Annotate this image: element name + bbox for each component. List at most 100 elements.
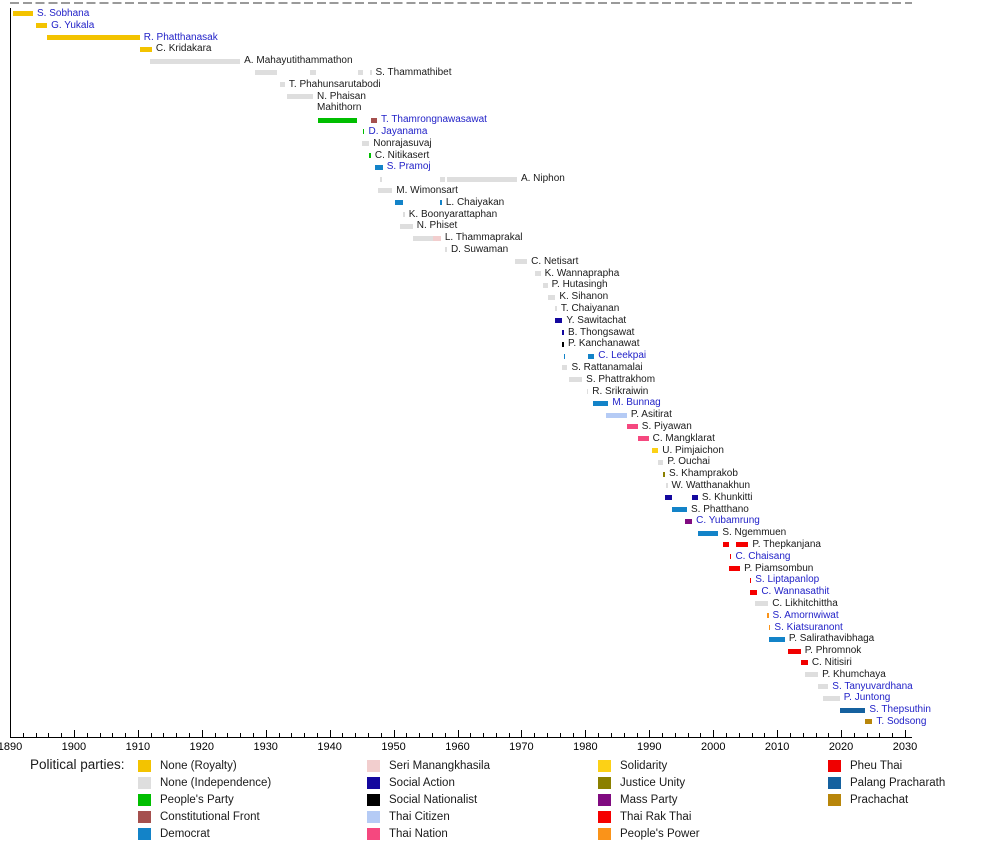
timeline-bar-segment	[318, 117, 358, 123]
person-label: N. Phiset	[416, 220, 458, 232]
legend-label: Pheu Thai	[850, 760, 903, 772]
timeline-bar-segment	[13, 11, 33, 17]
person-label[interactable]: S. Amornwiwat	[772, 609, 839, 621]
timeline-bar-segment	[586, 389, 589, 394]
person-label[interactable]: C. Chaisang	[735, 550, 791, 562]
x-axis-minor-tick	[559, 733, 561, 737]
timeline-bar-segment	[663, 471, 665, 477]
person-label[interactable]: D. Jayanama	[368, 126, 428, 137]
person-label: C. Mangklarat	[652, 432, 715, 444]
person-label[interactable]: P. Juntong	[843, 692, 891, 704]
person-label[interactable]: S. Tanyuvardhana	[832, 680, 913, 692]
legend-label: Constitutional Front	[160, 811, 260, 823]
legend-swatch-democrat	[138, 828, 151, 840]
person-label[interactable]: S. Kiatsuranont	[774, 621, 843, 633]
x-axis-minor-tick	[176, 733, 178, 737]
timeline-bar-segment	[254, 70, 278, 76]
timeline-bar-segment	[768, 625, 771, 630]
person-label[interactable]: T. Thamrongnawasawat	[380, 114, 487, 126]
person-label: M. Wimonsart	[396, 185, 458, 196]
legend-label: Thai Nation	[389, 828, 448, 840]
x-axis-tick-label: 1960	[445, 741, 470, 753]
x-axis-minor-tick	[316, 733, 318, 737]
x-axis-minor-tick	[892, 733, 894, 737]
person-label: L. Chaiyakan	[445, 196, 505, 208]
x-axis-minor-tick	[380, 733, 382, 737]
timeline-bar-segment	[800, 660, 808, 666]
x-axis-major-tick	[73, 730, 75, 737]
timeline-bar-segment	[375, 164, 383, 170]
x-axis-minor-tick	[163, 733, 165, 737]
x-axis-minor-tick	[278, 733, 280, 737]
x-axis-minor-tick	[355, 733, 357, 737]
timeline-bar-segment	[697, 530, 719, 536]
timeline-bar-segment	[722, 542, 729, 548]
x-axis-major-tick	[457, 730, 459, 737]
timeline-bar-segment	[369, 153, 371, 158]
x-axis-minor-tick	[483, 733, 485, 737]
timeline-bar-segment	[47, 35, 140, 40]
timeline-bar-segment	[562, 330, 564, 335]
person-label[interactable]: T. Sodsong	[876, 716, 927, 727]
timeline-bar-segment	[378, 188, 393, 194]
person-label[interactable]: C. Yubamrung	[696, 515, 760, 527]
person-label: S. Rattanamalai	[571, 362, 643, 373]
x-axis-major-tick	[585, 730, 587, 737]
x-axis-minor-tick	[150, 733, 152, 737]
legend-swatch-social_nationalist	[367, 794, 380, 806]
person-label[interactable]: C. Leekpai	[598, 350, 647, 362]
person-label[interactable]: G. Yukala	[51, 19, 95, 31]
person-label: P. Khumchaya	[822, 668, 886, 680]
person-label[interactable]: C. Wannasathit	[761, 586, 830, 598]
timeline-bar-segment	[362, 141, 370, 147]
x-axis-minor-tick	[764, 733, 766, 737]
timeline-bar-segment	[692, 495, 698, 501]
timeline-bar-segment	[369, 70, 372, 76]
x-axis-minor-tick	[86, 733, 88, 737]
person-label: R. Srikraiwin	[592, 385, 649, 397]
person-label: C. Kridakara	[155, 43, 212, 55]
person-label[interactable]: S. Liptapanlop	[755, 574, 820, 586]
person-label[interactable]: S. Thepsuthin	[869, 704, 931, 716]
timeline-bar-segment	[637, 436, 649, 442]
x-axis-minor-tick	[598, 733, 600, 737]
legend-swatch-prachachat	[828, 794, 841, 806]
person-label: L. Thammaprakal	[444, 232, 523, 244]
x-axis-major-tick	[905, 730, 906, 737]
x-axis-tick-label: 2000	[700, 741, 726, 753]
legend-label: Mass Party	[620, 794, 678, 806]
timeline-bar-segment	[433, 235, 441, 241]
legend-swatch-seri_manangkhasila	[367, 760, 380, 772]
x-axis-minor-tick	[866, 733, 868, 737]
legend-label: Prachachat	[850, 794, 909, 806]
x-axis-major-tick	[521, 730, 523, 737]
timeline-bar-segment	[605, 412, 627, 418]
x-axis-major-tick	[841, 730, 843, 737]
timeline-bar-segment	[412, 235, 434, 241]
timeline-bar-segment	[150, 58, 241, 64]
legend-swatch-social_action	[367, 777, 380, 789]
person-label: Nonrajasuvaj	[373, 137, 432, 149]
timeline-bar-segment	[766, 613, 769, 619]
x-axis-minor-tick	[240, 733, 242, 737]
timeline-bar-segment	[309, 70, 316, 76]
timeline-bar-segment	[555, 306, 557, 312]
timeline-bar-segment	[139, 46, 152, 52]
x-axis-minor-tick	[444, 733, 446, 737]
timeline-bar-segment	[394, 200, 403, 206]
person-label: K. Boonyarattaphan	[408, 208, 498, 220]
timeline-bar-segment	[563, 353, 566, 359]
x-axis-minor-tick	[738, 733, 740, 737]
timeline-bar-segment	[555, 318, 563, 324]
timeline-bar-segment	[658, 459, 664, 465]
x-axis-tick-label: 2010	[764, 741, 790, 753]
person-label: S. Phattrakhom	[586, 373, 656, 385]
person-label[interactable]: M. Bunnag	[612, 397, 661, 409]
x-axis-tick-label: 1950	[381, 741, 406, 753]
person-label: T. Phahunsarutabodi	[288, 78, 381, 90]
x-axis-major-tick	[329, 730, 331, 737]
legend-swatch-pheu_thai	[828, 760, 841, 772]
person-label[interactable]: R. Phatthanasak	[143, 31, 218, 43]
person-label[interactable]: S. Sobhana	[37, 8, 90, 19]
person-label[interactable]: S. Pramoj	[386, 161, 431, 173]
